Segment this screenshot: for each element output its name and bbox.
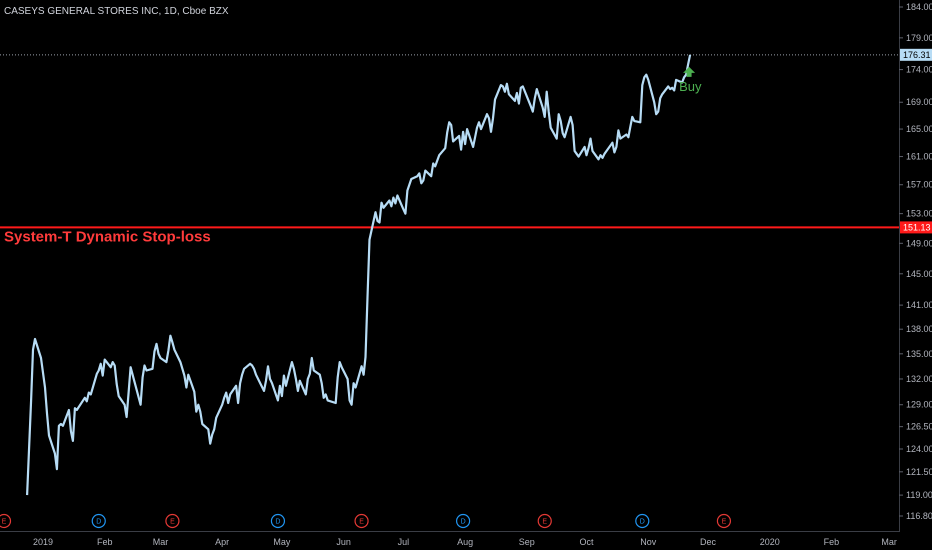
x-tick-label: 2020 [760,537,780,547]
event-label: E [359,519,364,526]
earnings-event-icon[interactable]: E [165,513,180,529]
current-price-value: 176.31 [903,50,931,60]
earnings-event-icon[interactable]: E [537,513,552,529]
stop-loss-price-value: 151.13 [903,222,931,232]
chart-title: CASEYS GENERAL STORES INC, 1D, Cboe BZX [4,6,229,17]
x-tick-label: Feb [97,537,113,547]
event-label: E [2,519,7,526]
time-axis[interactable]: 2019 Feb Mar Apr May Jun Jul Aug Sep Oct Nov Dec 202… [33,537,897,547]
price-axis[interactable]: 116.80 119.00 121.50 124.00 126.50 129.00 132.… [899,2,932,521]
x-tick-label: Nov [640,537,657,547]
y-tick-label: 119.00 [906,490,932,500]
y-tick-label: 184.00 [906,2,932,12]
x-tick-label: Oct [580,537,595,547]
x-tick-label: Jul [398,537,410,547]
dividend-event-icon[interactable]: D [270,513,286,529]
y-tick-label: 126.50 [906,422,932,432]
earnings-event-icon[interactable]: E [0,513,12,529]
y-tick-label: 124.00 [906,444,932,454]
y-tick-label: 141.00 [906,300,932,310]
current-price-tag: 176.31 [900,48,932,61]
x-tick-label: Mar [153,537,169,547]
event-label: E [722,519,727,526]
y-tick-label: 161.00 [906,152,932,162]
x-tick-label: Sep [519,537,535,547]
y-tick-label: 157.00 [906,180,932,190]
event-label: D [275,519,280,526]
event-label: D [461,519,466,526]
x-tick-label: Jun [336,537,351,547]
stop-loss-tag-bg [900,221,932,234]
x-tick-label: Mar [881,537,897,547]
x-tick-label: Feb [824,537,840,547]
y-tick-label: 145.00 [906,269,932,279]
stop-loss-price-tag: 151.13 [900,221,932,234]
y-tick-label: 179.00 [906,33,932,43]
price-series-line[interactable] [26,54,692,496]
earnings-event-icon[interactable]: E [354,513,369,529]
y-tick-label: 174.00 [906,65,932,75]
current-price-tag-bg [900,48,932,61]
dividend-event-icon[interactable]: D [91,513,106,529]
y-tick-label: 116.80 [906,511,932,521]
dividend-event-icon[interactable]: D [635,513,650,529]
x-tick-label: May [273,537,291,547]
y-tick-label: 149.00 [906,238,932,248]
x-tick-label: Apr [215,537,229,547]
event-label: E [170,519,175,526]
y-tick-label: 121.50 [906,467,932,477]
x-tick-label: 2019 [33,537,53,547]
y-tick-label: 169.00 [906,97,932,107]
event-label: D [96,519,101,526]
buy-label: Buy [679,79,702,94]
x-tick-label: Aug [457,537,473,547]
stop-loss-label: System-T Dynamic Stop-loss [4,228,211,245]
x-tick-label: Dec [700,537,717,547]
y-tick-label: 135.00 [906,349,932,359]
buy-signal[interactable]: Buy [679,66,702,94]
buy-arrow-icon [683,66,696,77]
y-tick-label: 138.00 [906,324,932,334]
y-tick-label: 165.00 [906,124,932,134]
y-tick-label: 132.00 [906,374,932,384]
earnings-event-icon[interactable]: E [716,513,732,529]
event-label: E [542,519,547,526]
y-tick-label: 129.00 [906,400,932,410]
event-label: D [640,519,645,526]
y-tick-label: 153.00 [906,209,932,219]
dividend-event-icon[interactable]: D [456,513,471,529]
